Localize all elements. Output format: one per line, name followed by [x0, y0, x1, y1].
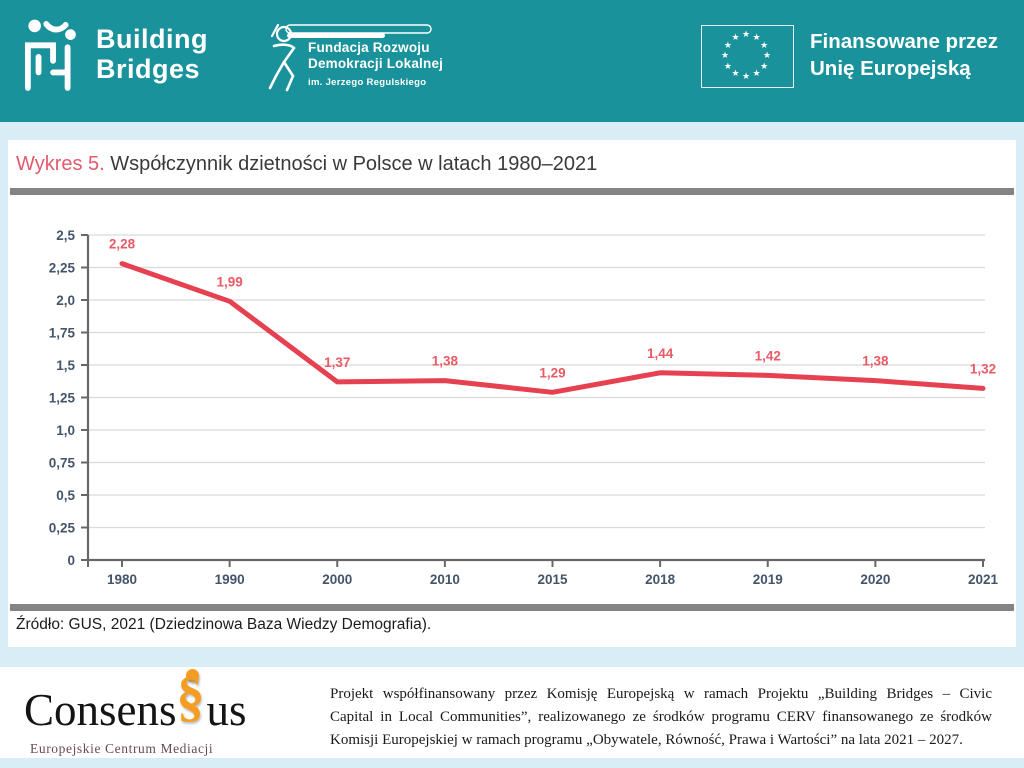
eu-star-icon: ★: [752, 68, 761, 79]
svg-text:1,44: 1,44: [647, 346, 674, 361]
svg-text:2015: 2015: [537, 572, 568, 587]
building-bridges-icon: [24, 19, 76, 91]
svg-text:2018: 2018: [645, 572, 676, 587]
building-bridges-logo: Building Bridges: [24, 16, 208, 92]
svg-text:2,5: 2,5: [56, 228, 75, 243]
eu-star-icon: ★: [760, 39, 769, 50]
eu-flag-icon: ★ ★ ★ ★ ★ ★ ★ ★ ★ ★ ★ ★: [701, 25, 794, 88]
svg-text:1,75: 1,75: [49, 325, 76, 340]
eu-star-icon: ★: [723, 60, 732, 71]
consensus-logo: Consens § us Europejskie Centrum Mediacji: [24, 666, 247, 756]
svg-text:1,38: 1,38: [432, 354, 459, 369]
svg-text:2000: 2000: [322, 572, 352, 587]
eu-star-icon: ★: [760, 60, 769, 71]
eu-star-icon: ★: [721, 50, 730, 60]
svg-text:2,28: 2,28: [109, 237, 136, 252]
eu-funding-line2: Unię Europejską: [810, 57, 971, 80]
cofunding-line: Capital in Local Communities”, realizowa…: [330, 709, 992, 725]
fertility-line-chart: 0 0,25 0,5 0,75 1,0 1,25 1,5 1,75 2,0 2,25 2,5 1980…: [49, 228, 999, 587]
svg-text:2021: 2021: [968, 572, 999, 587]
consensus-subtitle: Europejskie Centrum Mediacji: [30, 741, 214, 756]
chart-title: Wykres 5. Współczynnik dzietności w Pols…: [16, 153, 597, 176]
eu-star-icon: ★: [731, 68, 740, 79]
svg-text:1,99: 1,99: [216, 274, 242, 289]
svg-text:0,5: 0,5: [56, 488, 75, 503]
svg-text:1,0: 1,0: [56, 423, 75, 438]
frdl-logo: Fundacja Rozwoju Demokracji Lokalnej im.…: [266, 22, 456, 102]
svg-text:1,25: 1,25: [49, 390, 76, 405]
eu-funding-block: ★ ★ ★ ★ ★ ★ ★ ★ ★ ★ ★ ★ Finansowane przez Unię Euro…: [701, 25, 998, 88]
svg-text:0,75: 0,75: [49, 455, 76, 470]
eu-star-icon: ★: [742, 71, 751, 81]
chart-card: Wykres 5. Współczynnik dzietności w Pols…: [8, 140, 1016, 647]
cofunding-line: Komisji Europejskiej w ramach programu „…: [330, 732, 963, 748]
svg-text:0: 0: [67, 553, 75, 568]
consensus-wordmark-right: us: [206, 685, 247, 735]
svg-text:0,25: 0,25: [49, 520, 76, 535]
eu-funding-line1: Finansowane przez: [810, 30, 998, 53]
eu-star-icon: ★: [742, 29, 751, 39]
svg-text:2010: 2010: [430, 572, 460, 587]
building-bridges-word1: Building: [96, 24, 208, 54]
eu-star-icon: ★: [763, 50, 772, 60]
svg-text:2020: 2020: [860, 572, 890, 587]
frdl-name-line2: Demokracji Lokalnej: [308, 56, 444, 71]
svg-text:1,38: 1,38: [862, 354, 889, 369]
svg-text:2,0: 2,0: [56, 293, 75, 308]
consensus-paragraph-icon: §: [176, 666, 205, 728]
chart-source: Źródło: GUS, 2021 (Dziedzinowa Baza Wied…: [16, 616, 432, 633]
frdl-subtitle: im. Jerzego Regulskiego: [308, 77, 427, 88]
footer-bar: Consens § us Europejskie Centrum Mediacji …: [0, 667, 1024, 758]
frdl-person-icon: [268, 23, 432, 92]
eu-star-icon: ★: [723, 39, 732, 50]
svg-text:2019: 2019: [753, 572, 783, 587]
svg-text:2,25: 2,25: [49, 260, 76, 275]
eu-star-icon: ★: [731, 31, 740, 42]
cofunding-paragraph: Projekt współfinansowany przez Komisję E…: [330, 683, 992, 752]
svg-text:1,37: 1,37: [324, 355, 350, 370]
svg-text:1,32: 1,32: [970, 361, 996, 376]
consensus-wordmark-left: Consens: [24, 685, 177, 735]
svg-text:1980: 1980: [107, 572, 137, 587]
eu-star-icon: ★: [752, 31, 761, 42]
chart-title-number: Wykres 5.: [16, 153, 105, 175]
chart-title-text: Współczynnik dzietności w Polsce w latac…: [104, 153, 598, 175]
building-bridges-word2: Bridges: [96, 54, 201, 84]
source-divider: [10, 604, 1014, 611]
svg-text:1,29: 1,29: [539, 365, 565, 380]
svg-text:1990: 1990: [215, 572, 245, 587]
cofunding-line: Projekt współfinansowany przez Komisję E…: [330, 686, 992, 702]
title-divider: [10, 188, 1014, 195]
header-bar: Building Bridges Fundacja Rozwoju Demokr…: [0, 0, 1024, 122]
svg-text:1,5: 1,5: [56, 358, 75, 373]
frdl-name-line1: Fundacja Rozwoju: [308, 40, 430, 55]
svg-text:1,42: 1,42: [755, 348, 781, 363]
